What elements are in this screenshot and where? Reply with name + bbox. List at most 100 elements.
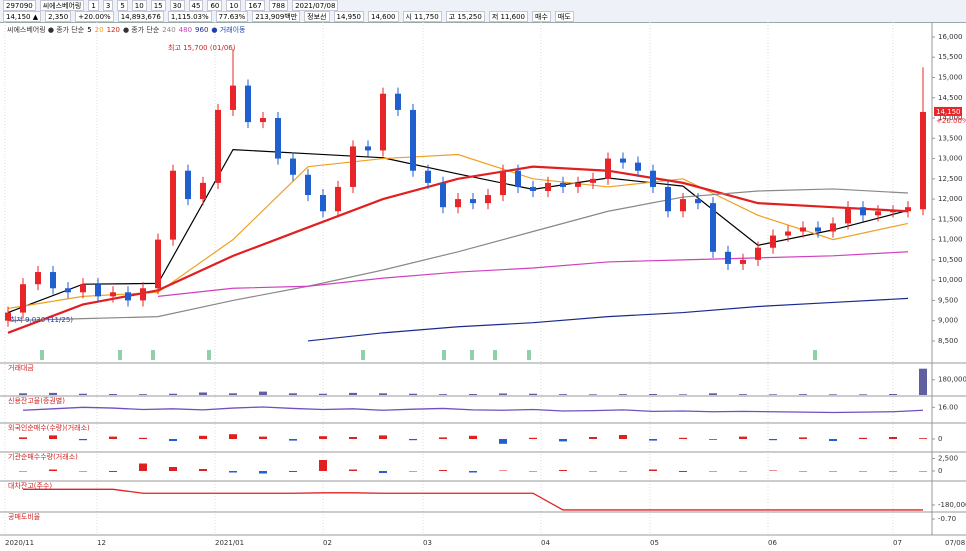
y-tick-label: 10,000: [938, 276, 963, 284]
bar: [709, 471, 717, 472]
legend-entry: ● 거래이동: [211, 25, 246, 34]
candle-body: [215, 109, 221, 183]
bar: [229, 393, 237, 395]
bar: [139, 394, 147, 395]
toolbar-item[interactable]: 매수: [532, 11, 551, 22]
bar: [589, 437, 597, 439]
price-tag-label: +20.00%: [936, 117, 966, 125]
panel-title: 기관순매수수량(거래소): [8, 452, 78, 461]
toolbar-row: 297090 씨에스베어링 1 3 5 10 15 30 45 60 10 167 788 2021/07…: [0, 0, 966, 11]
bar: [79, 439, 87, 441]
bar: [499, 393, 507, 395]
indicator-line: [23, 488, 923, 511]
bar: [49, 469, 57, 471]
y-tick-label: -0.70: [938, 515, 956, 523]
toolbar-item: 2,350: [45, 11, 72, 22]
candle-body: [800, 227, 806, 232]
moving-average: [307, 297, 909, 342]
bar: [19, 393, 27, 395]
candle-body: [395, 93, 401, 110]
toolbar-item: 1,115.03%: [167, 11, 212, 22]
candle-body: [260, 118, 266, 123]
toolbar-item[interactable]: 167: [245, 0, 265, 11]
bar: [259, 436, 267, 439]
candle-body: [785, 231, 791, 236]
bar: [289, 439, 297, 441]
y-tick-label: 0: [938, 467, 942, 475]
bar: [499, 470, 507, 471]
candle-body: [920, 111, 926, 210]
toolbar-item[interactable]: 297090: [3, 0, 36, 11]
price-tag-label: 14,150: [936, 108, 961, 116]
bar: [319, 460, 327, 471]
bar: [49, 435, 57, 439]
toolbar-item[interactable]: 45: [188, 0, 204, 11]
bar: [559, 439, 567, 442]
candle-body: [740, 259, 746, 264]
toolbar-item[interactable]: 3: [102, 0, 114, 11]
candle-body: [440, 182, 446, 208]
bar: [829, 471, 837, 472]
candle-body: [425, 170, 431, 183]
panel-title: 외국인순매수(수량)(거래소): [8, 423, 90, 432]
toolbar-item[interactable]: 1: [88, 0, 99, 11]
candle-body: [290, 158, 296, 175]
candle-body: [350, 146, 356, 187]
candle-body: [95, 284, 101, 297]
x-tick-label: 02: [323, 539, 332, 547]
candle-body: [515, 170, 521, 187]
toolbar-item[interactable]: 10: [131, 0, 147, 11]
y-tick-label: 8,500: [938, 337, 958, 345]
y-tick-label: 16,000: [938, 33, 963, 41]
toolbar-item: 저 11,600: [488, 11, 529, 22]
bar: [649, 439, 657, 441]
bar: [199, 435, 207, 439]
toolbar-item[interactable]: 60: [207, 0, 223, 11]
bar: [619, 394, 627, 395]
bar: [139, 463, 147, 471]
bar: [619, 435, 627, 439]
toolbar-item[interactable]: 788: [268, 0, 289, 11]
candle-body: [170, 170, 176, 240]
toolbar-item[interactable]: 씨에스베어링: [39, 0, 85, 11]
bar: [589, 394, 597, 395]
candle-body: [230, 85, 236, 110]
bar: [379, 393, 387, 395]
toolbar-item[interactable]: 매도: [554, 11, 574, 22]
annotation: 최고 15,700 (01/06): [168, 43, 236, 52]
bar: [769, 394, 777, 395]
candle-body: [335, 186, 341, 212]
y-tick-label: 15,000: [938, 74, 963, 82]
bar: [169, 439, 177, 441]
x-tick-label: 2021/01: [215, 539, 244, 547]
legend-entry: 씨에스베어링 ● 종가 단순: [7, 25, 85, 34]
y-tick-label: -180,000: [938, 501, 966, 509]
toolbar-item[interactable]: 30: [169, 0, 185, 11]
candle-body: [815, 227, 821, 232]
toolbar-item[interactable]: 10: [226, 0, 242, 11]
bar: [409, 471, 417, 472]
y-tick-label: 11,000: [938, 236, 963, 244]
toolbar-item[interactable]: 5: [117, 0, 128, 11]
candle-body: [725, 251, 731, 264]
toolbar-item[interactable]: 15: [150, 0, 166, 11]
candle-body: [830, 223, 836, 232]
y-tick-label: 13,000: [938, 155, 963, 163]
candle-body: [875, 211, 881, 216]
frame: [0, 22, 966, 551]
toolbar-item[interactable]: 2021/07/08: [292, 0, 339, 11]
candle-body: [665, 186, 671, 212]
candle-body: [305, 174, 311, 196]
bar: [109, 436, 117, 439]
bar: [379, 435, 387, 439]
bar: [589, 471, 597, 472]
toolbar-item: 14,600: [368, 11, 399, 22]
x-tick-label: 07/08: [945, 539, 965, 547]
panel-title: 거래대금: [8, 363, 34, 372]
candle-body: [50, 272, 56, 289]
bar: [529, 437, 537, 439]
bar: [829, 394, 837, 395]
candle-body: [530, 186, 536, 191]
bar: [679, 471, 687, 472]
bar: [889, 471, 897, 472]
